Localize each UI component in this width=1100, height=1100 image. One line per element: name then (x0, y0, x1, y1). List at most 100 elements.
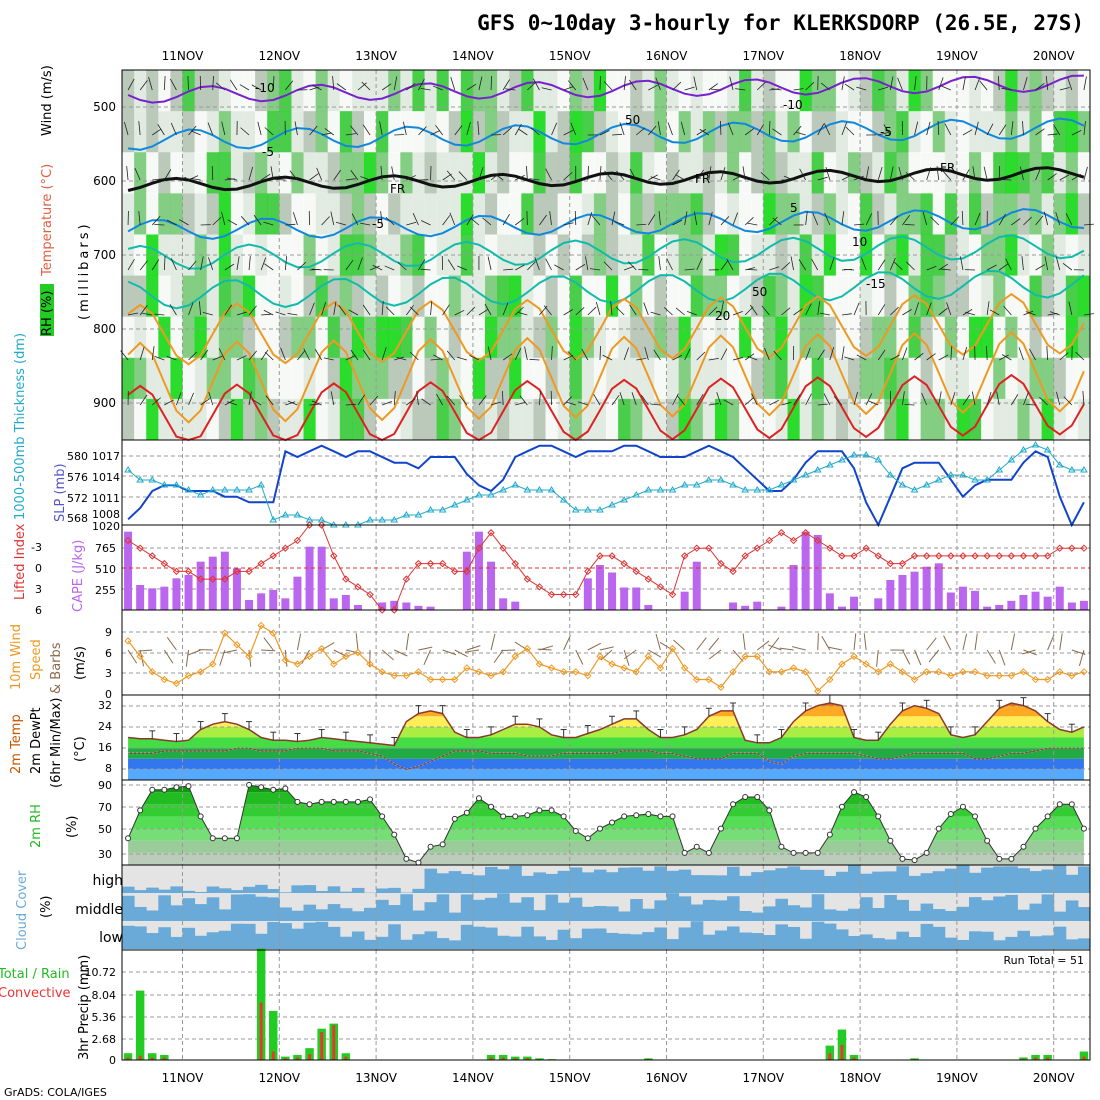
rh-cell (1029, 111, 1043, 153)
wind-barb (710, 88, 721, 91)
wind-barb-10m (876, 649, 879, 667)
temp-band (128, 758, 1084, 770)
wind-barb (883, 124, 891, 136)
thickness-marker (366, 516, 374, 523)
rh-band (128, 840, 1084, 853)
rh-cell (1017, 193, 1030, 235)
thickness-marker (692, 481, 701, 488)
cape-bar (1043, 596, 1052, 610)
li-marker (947, 552, 955, 560)
wind-barb (380, 211, 383, 226)
rh-cell (485, 357, 498, 400)
cloud-cell (981, 931, 994, 949)
cape-bar (148, 588, 157, 610)
wind-barb-10m (673, 639, 685, 651)
rh-cell (993, 193, 1006, 235)
cloud-cell (364, 939, 377, 949)
wind-barb (381, 347, 387, 361)
wind-barb (1083, 166, 1088, 181)
rh-cell (279, 275, 292, 318)
wind-barb (805, 211, 808, 226)
cloud-cell (956, 906, 970, 921)
cloud-cell (690, 875, 704, 893)
cloud-cell (279, 892, 292, 893)
upper-tick-800: 800 (93, 322, 116, 336)
rh-marker (367, 796, 374, 803)
cape-bar (257, 593, 266, 610)
cape-bar (317, 546, 326, 610)
rh-cell (775, 316, 788, 359)
li-marker (850, 552, 858, 560)
rh-cell (182, 357, 196, 400)
li-marker (632, 567, 640, 576)
thickness-marker (402, 511, 411, 518)
wind-barb (793, 88, 804, 91)
rh2m-panel (121, 779, 1091, 866)
rh-ylabel: 2m RH (29, 804, 44, 848)
wind-barb (865, 213, 873, 226)
rh-cell (194, 111, 208, 153)
rh-marker (1080, 825, 1087, 832)
cape-bar (946, 592, 955, 610)
wind-barb (902, 215, 910, 226)
cloud-cell (654, 900, 667, 921)
rh-cell (436, 193, 450, 235)
rh-cell (896, 152, 909, 194)
wind-barb (684, 348, 691, 361)
cloud-cell (279, 923, 292, 949)
wind-barb (164, 399, 174, 406)
wind-speed-marker (390, 671, 398, 680)
rh-cell (327, 398, 341, 441)
cape-bar (184, 575, 193, 610)
wind-barb (897, 77, 903, 91)
wind-barb (248, 305, 257, 316)
wind-barb (287, 400, 298, 406)
wind-barb (699, 128, 710, 136)
wind-barb (856, 86, 867, 91)
li-marker (693, 544, 701, 552)
wind-barb (163, 76, 166, 91)
wind-barb (211, 166, 214, 181)
wind-barb (1065, 213, 1073, 226)
wind-barb (937, 121, 940, 136)
wind-speed-marker (705, 675, 713, 684)
wind-barb-10m (381, 649, 394, 661)
cloud-cell (896, 899, 909, 921)
wind-barb (240, 216, 250, 226)
cape-bar (1079, 600, 1088, 610)
wind-barb (650, 176, 661, 181)
cloud-cell (158, 889, 171, 893)
wind-barb (287, 313, 298, 316)
wind-speed-marker (366, 660, 374, 668)
thick-tick-576: 576 (67, 471, 88, 484)
rh-cell (848, 152, 861, 194)
upper-ylabel-temp: Temperature (°C) (40, 164, 55, 277)
wind-barb (696, 258, 703, 271)
wind-barb (983, 166, 988, 181)
wind-barb-10m (223, 649, 238, 654)
rh-cell (848, 357, 861, 400)
li-marker (922, 552, 931, 560)
rh-cell (122, 398, 135, 441)
wind-barb (316, 167, 323, 181)
wind-barb (430, 358, 441, 361)
wind-barb (726, 258, 734, 271)
rh-cell (158, 111, 171, 153)
rh-cell (243, 357, 256, 400)
rh-cell (267, 152, 280, 194)
wind-barb (416, 391, 419, 406)
cape-bar (474, 531, 483, 610)
wind-barb-10m (853, 633, 857, 651)
rh-cell (218, 357, 232, 400)
rh-cell (412, 70, 425, 112)
wind-barb (330, 391, 335, 406)
cloud-cell (194, 904, 208, 921)
rh-cell (860, 275, 873, 318)
cloud-cell (630, 934, 643, 949)
wind-ylabel-c: & Barbs (49, 642, 64, 694)
wind-barb (297, 350, 306, 361)
wind-speed-marker (475, 668, 483, 676)
thickness-marker (293, 511, 302, 518)
wind-speed-marker (608, 660, 616, 668)
thickness-marker (281, 511, 290, 518)
